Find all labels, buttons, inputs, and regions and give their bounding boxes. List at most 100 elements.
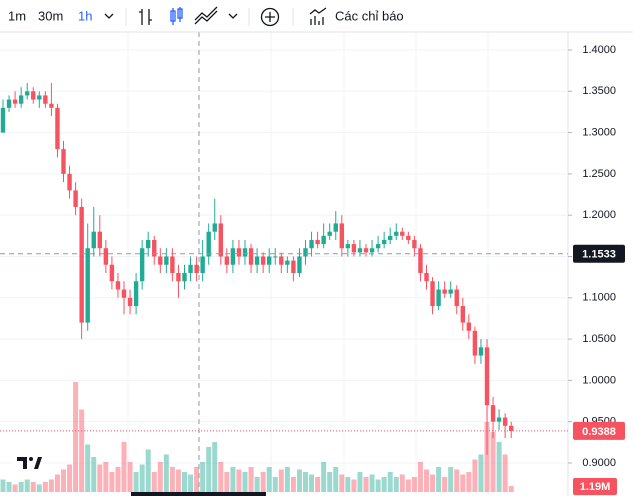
volume-bar [363,477,369,492]
candle-style-icon[interactable] [170,7,183,25]
volume-bar [48,479,54,492]
volume-label: 1.19M [580,481,611,493]
style-dropdown[interactable] [228,13,238,19]
volume-bar [175,469,181,492]
candle-body [400,231,405,236]
volume-bar [194,467,200,492]
indicators-button[interactable]: Các chỉ báo [335,8,404,23]
volume-bar [260,472,266,492]
candle-body [139,248,145,282]
grid: 1.40001.35001.30001.25001.20001.15001.10… [0,32,616,496]
candle-body [164,256,169,265]
volume-bar [24,479,30,492]
crosshair-price-box [573,244,625,263]
volume-bar [30,482,36,492]
candle-body [345,244,351,249]
candle-body [309,239,314,249]
volume-bar [484,422,490,492]
candle-body [133,281,139,307]
compare-button[interactable] [260,7,280,27]
candle-body [254,256,260,265]
volume-bar [266,467,272,492]
interval-1h[interactable]: 1h [78,8,92,23]
volume-bar [151,472,157,492]
volume-bar [448,467,454,492]
area-style-icon[interactable] [194,6,218,25]
volume-bar [284,467,290,492]
volume-bar [502,454,508,492]
candle-body [267,256,272,265]
candle-body [285,260,290,265]
volume-bar [206,447,212,492]
volume-bar [109,472,115,492]
candle-body [369,248,375,253]
candle-body [248,248,254,265]
candle-body [333,223,338,232]
candle-body [73,190,78,207]
candle-body [37,95,42,100]
bar-style-icon[interactable] [139,9,152,25]
volume-bar [333,467,339,492]
volume-bar [321,462,327,492]
volume-bar [460,474,466,492]
candle-body [218,223,223,257]
volume-bar [103,462,109,492]
indicators-icon[interactable] [309,7,327,25]
volume-bar [61,469,66,492]
y-tick-label: 1.2000 [582,209,616,221]
volume-bar [248,467,254,492]
candle-body [363,248,369,253]
candle-body [85,248,90,323]
volume-bar [218,462,224,492]
candle-body [18,95,24,104]
volume-bar [0,479,6,492]
candle-body [12,99,18,104]
volume-bar [67,464,73,492]
volume-bar [254,477,260,492]
volume-bar [212,442,218,492]
volume-bar [18,482,24,492]
volume-bar [230,467,236,492]
scrollbar[interactable] [131,492,266,496]
volume-bar [357,472,363,492]
volume-bar [369,474,375,492]
candle-body [170,256,175,274]
volume-bar [442,477,448,492]
candle-body [321,235,326,245]
candle-body [61,149,66,174]
candle-body [339,223,344,249]
candle-body [67,173,72,191]
candle-body [91,231,96,249]
volume-bar [73,382,79,492]
volume-bar [472,459,478,492]
candle-body [303,248,308,257]
overlays: 0.9388 1.1533 1.19M [0,32,625,496]
interval-dropdown[interactable] [104,13,114,19]
volume-bar [115,467,121,492]
volume-bar [145,449,151,492]
y-tick-label: 1.2500 [582,168,616,180]
volume-bar [272,477,278,492]
candle-body [127,297,133,307]
volume-bar [157,462,163,492]
candle-body [466,322,472,331]
candle-body [200,256,205,274]
candle-body [472,330,478,356]
interval-30m[interactable]: 30m [38,8,63,23]
volume-bar [490,432,496,492]
volume-bar [508,486,514,492]
candle-body [327,231,332,236]
candle-body [484,347,490,406]
candle-body [279,256,284,265]
interval-1m[interactable]: 1m [8,8,26,23]
candle-body [103,248,109,265]
volume-bar [278,469,284,492]
candle-body [442,289,447,294]
candle-body [357,248,363,253]
candle-body [406,235,411,240]
candle-body [351,244,357,253]
volume-bar [496,442,502,492]
candle-body [188,264,193,274]
volume-bar [339,474,345,492]
